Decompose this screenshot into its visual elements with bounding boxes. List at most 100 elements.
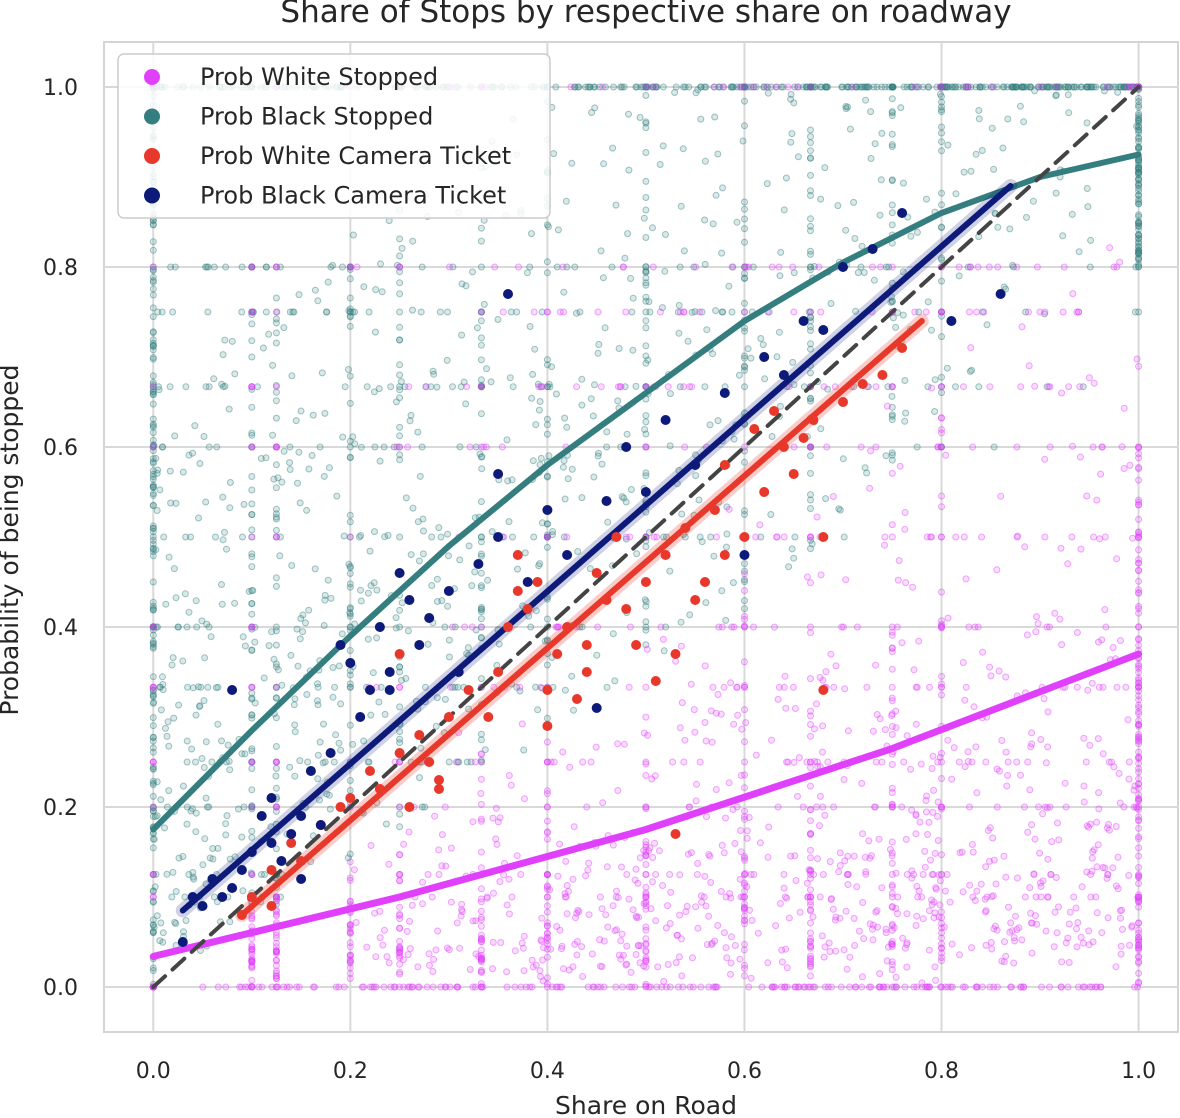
dense-point [1135,874,1143,881]
dense-point [563,423,571,431]
dense-point [747,354,755,362]
dense-point [938,256,945,264]
dense-point [346,580,354,588]
dense-point [396,810,404,818]
dense-point [272,663,280,671]
dense-point [936,753,944,761]
black-camera-ticket-point [838,262,848,272]
dense-point [858,983,866,991]
dense-point [558,942,566,950]
dense-point [990,856,998,864]
dense-point [785,563,793,571]
dense-point [807,187,814,195]
dense-point [824,385,832,393]
dense-point [535,562,543,570]
dense-point [346,454,354,462]
dense-point [676,871,684,879]
dense-point [603,428,611,436]
dense-point [642,293,650,301]
dense-point [1088,983,1096,991]
dense-point [731,942,739,949]
dense-point [219,536,227,544]
dense-point [396,606,404,614]
dense-point [632,382,640,390]
dense-point [570,823,578,831]
dense-point [729,263,737,271]
dense-point [889,314,897,322]
dense-point [642,602,650,610]
dense-point [1116,83,1124,91]
dense-point [560,288,568,296]
dense-point [149,606,157,614]
dense-point [396,371,404,379]
dense-point [690,263,698,271]
black-camera-ticket-point [690,460,701,470]
dense-point [197,683,205,691]
dense-point [948,83,956,91]
dense-point [728,933,735,941]
dense-point [612,983,620,991]
dense-point [513,308,521,316]
dense-point [210,263,218,271]
white-camera-ticket-point [394,649,405,659]
dense-point [1021,803,1028,811]
dense-point [591,104,599,112]
dense-point [857,263,865,271]
dense-point [651,839,659,847]
dense-point [1090,846,1098,854]
dense-point [172,594,180,602]
dense-point [248,587,256,595]
dense-point [469,818,477,826]
dense-point [1099,683,1107,691]
dense-point [396,944,404,952]
dense-point [807,327,814,334]
dense-point [593,651,601,659]
dense-point [882,452,890,460]
dense-point [248,711,256,719]
dense-point [807,952,814,960]
dense-point [499,308,507,316]
dense-point [1086,263,1094,271]
dense-point [156,683,164,691]
dense-point [696,758,704,766]
dense-point [935,913,943,921]
dense-point [990,983,998,991]
dense-point [710,552,718,560]
dense-point [913,443,921,451]
dense-point [437,533,445,541]
dense-point [666,567,674,575]
dense-point [351,620,359,628]
dense-point [477,317,485,325]
dense-point [973,887,981,895]
dense-point [1058,641,1066,649]
dense-point [239,633,247,641]
dense-point [1068,83,1075,91]
dense-point [741,507,748,515]
dense-point [428,582,436,589]
dense-point [888,293,896,301]
dense-point [908,806,916,814]
dense-point [1042,759,1050,767]
dense-point [517,983,525,991]
dense-point [415,557,423,565]
dense-point [248,443,256,451]
dense-point [1076,453,1084,461]
dense-point [478,465,486,473]
dense-point [1000,283,1008,291]
dense-point [202,263,210,271]
dense-point [609,144,617,152]
dense-point [152,623,160,631]
dense-point [396,235,404,243]
white-camera-ticket-point [591,568,602,578]
dense-point [1009,261,1017,269]
dense-point [924,298,932,306]
dense-point [1129,534,1137,542]
black-camera-ticket-point [296,874,307,884]
dense-point [844,881,852,888]
dense-point [788,545,796,553]
dense-point [248,976,256,984]
dense-point [422,383,430,391]
dense-point [316,443,324,451]
black-camera-ticket-point [296,811,307,821]
dense-point [479,983,487,991]
